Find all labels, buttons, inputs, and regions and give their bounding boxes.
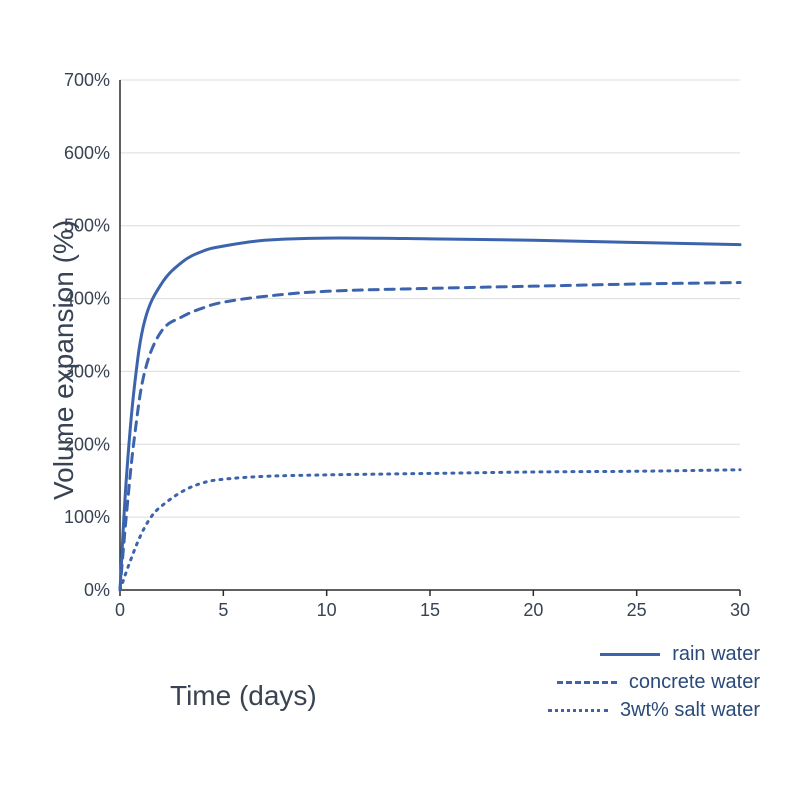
svg-text:25: 25 [627,600,647,620]
svg-text:15: 15 [420,600,440,620]
svg-text:100%: 100% [64,507,110,527]
legend: rain water concrete water 3wt% salt wate… [548,640,760,724]
legend-swatch-solid [600,653,660,656]
svg-text:10: 10 [317,600,337,620]
legend-swatch-dashed [557,681,617,684]
svg-text:20: 20 [523,600,543,620]
legend-swatch-dotted [548,709,608,712]
svg-text:0: 0 [115,600,125,620]
legend-item: 3wt% salt water [548,696,760,724]
legend-item: rain water [548,640,760,668]
legend-label: 3wt% salt water [620,699,760,722]
volume-expansion-chart: { "chart": { "type": "line", "background… [0,0,800,800]
svg-text:0%: 0% [84,580,110,600]
legend-label: concrete water [629,671,760,694]
x-axis-label: Time (days) [170,680,317,712]
y-axis-label: Volume expansion (%) [48,220,80,500]
svg-text:600%: 600% [64,143,110,163]
svg-text:700%: 700% [64,70,110,90]
legend-label: rain water [672,643,760,666]
svg-text:5: 5 [218,600,228,620]
svg-text:30: 30 [730,600,750,620]
legend-item: concrete water [548,668,760,696]
